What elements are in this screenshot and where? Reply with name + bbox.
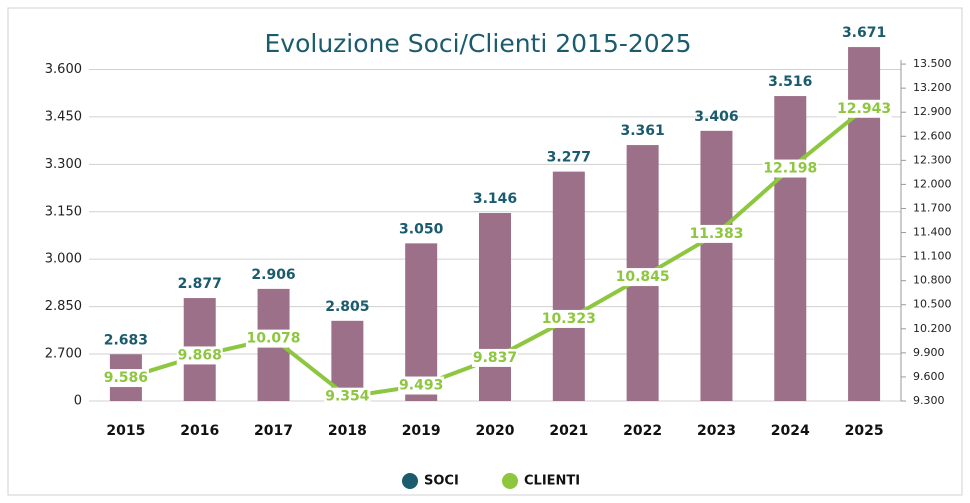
line-label: 10.845 <box>616 269 670 285</box>
line-label-bg <box>836 99 892 118</box>
line-label-bg <box>472 348 518 367</box>
bar-label: 3.516 <box>768 74 812 90</box>
bar-label: 2.683 <box>104 332 148 348</box>
x-tick-label: 2015 <box>106 423 145 439</box>
x-tick-label: 2017 <box>254 423 293 439</box>
line-label: 9.586 <box>104 370 148 386</box>
bar <box>552 171 585 401</box>
y2-tick-label: 10.800 <box>913 274 952 287</box>
legend-marker <box>402 473 418 489</box>
line-label: 12.943 <box>837 101 891 117</box>
bar-label: 3.050 <box>399 221 444 237</box>
line-label-bg <box>176 346 223 365</box>
line-label: 11.383 <box>689 226 743 242</box>
line-label-bg <box>541 309 597 328</box>
y2-tick-label: 11.700 <box>913 201 952 214</box>
line-label-bg <box>762 159 818 178</box>
y2-tick-label: 12.900 <box>913 105 952 118</box>
y2-tick-label: 10.500 <box>913 298 952 311</box>
bar-label: 3.406 <box>694 109 738 125</box>
line-label-bg <box>102 369 149 388</box>
line-label: 10.078 <box>247 331 301 347</box>
line-label: 9.354 <box>325 389 370 405</box>
y-tick-label: 3.150 <box>45 204 82 219</box>
bar-label: 2.805 <box>325 299 369 315</box>
line-label-bg <box>688 224 745 243</box>
y2-tick-label: 12.600 <box>913 129 952 142</box>
line-label-bg <box>245 329 302 348</box>
y-tick-label: 2.700 <box>45 347 82 362</box>
x-tick-label: 2020 <box>476 423 515 439</box>
y2-tick-label: 10.200 <box>913 322 952 335</box>
y-tick-label: 3.000 <box>45 252 82 267</box>
y2-tick-label: 13.200 <box>913 81 952 94</box>
y2-tick-label: 11.400 <box>913 226 952 239</box>
x-tick-label: 2025 <box>845 423 884 439</box>
x-tick-label: 2023 <box>697 423 736 439</box>
bar <box>774 96 807 401</box>
legend-label: CLIENTI <box>524 474 580 489</box>
y2-tick-label: 13.500 <box>913 57 952 70</box>
legend-marker <box>502 473 518 489</box>
line-label: 9.837 <box>473 350 517 366</box>
bar <box>405 243 438 401</box>
line-label: 10.323 <box>542 311 596 327</box>
chart-title: Evoluzione Soci/Clienti 2015-2025 <box>264 29 691 58</box>
y2-tick-label: 9.600 <box>913 370 945 383</box>
y2-tick-label: 11.100 <box>913 250 952 263</box>
x-tick-label: 2016 <box>180 423 219 439</box>
x-tick-label: 2018 <box>328 423 367 439</box>
bar-label: 2.877 <box>178 276 222 292</box>
y2-tick-label: 12.000 <box>913 177 952 190</box>
bar-label: 3.146 <box>473 191 517 207</box>
y-tick-label: 3.600 <box>45 62 82 77</box>
y2-tick-label: 9.900 <box>913 346 945 359</box>
x-tick-label: 2024 <box>771 423 810 439</box>
y-tick-label: 3.300 <box>45 157 82 172</box>
x-tick-label: 2019 <box>402 423 441 439</box>
bar-label: 3.277 <box>547 150 591 166</box>
y-tick-label: 2.850 <box>45 299 82 314</box>
legend-label: SOCI <box>424 474 459 489</box>
line-label-bg <box>615 268 671 287</box>
y2-tick-label: 9.300 <box>913 394 945 407</box>
line-label-bg <box>398 376 445 395</box>
line-label: 9.493 <box>399 378 443 394</box>
bar-label: 3.361 <box>620 123 664 139</box>
line-label: 12.198 <box>763 161 817 177</box>
bar-label: 2.906 <box>251 267 295 283</box>
line-label: 9.868 <box>178 347 222 363</box>
x-tick-label: 2021 <box>549 423 588 439</box>
y2-tick-label: 12.300 <box>913 153 952 166</box>
line-label-bg <box>324 387 371 406</box>
bar-label: 3.671 <box>842 25 886 41</box>
bar <box>700 130 733 401</box>
x-tick-label: 2022 <box>623 423 662 439</box>
y-tick-label: 0 <box>74 394 82 409</box>
y-tick-label: 3.450 <box>45 109 82 124</box>
bar <box>479 213 511 401</box>
